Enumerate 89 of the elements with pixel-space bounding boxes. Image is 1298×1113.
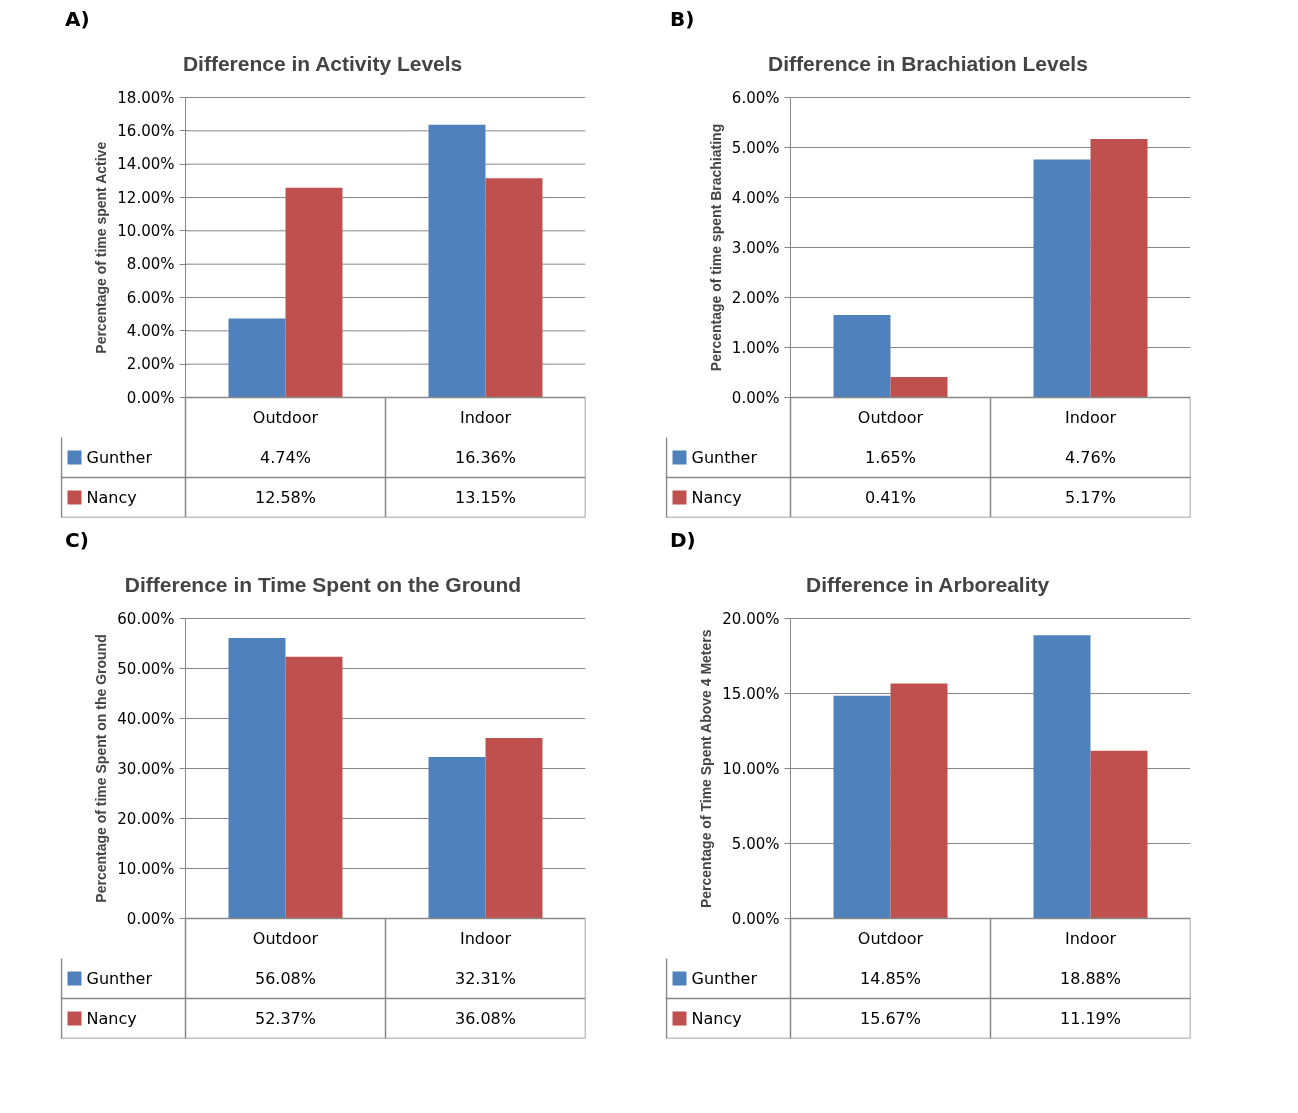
text: 4.74%: [260, 448, 311, 467]
text: 36.08%: [455, 1009, 517, 1028]
bar: [1033, 159, 1091, 398]
x-tick-label: Outdoor: [857, 929, 924, 948]
text: 52.37%: [255, 1009, 317, 1028]
text: B): [670, 6, 695, 33]
y-tick-label: 4.00%: [126, 321, 175, 340]
y-tick-label: 50.00%: [117, 659, 175, 678]
y-tick-label: 4.00%: [731, 188, 780, 207]
y-tick-label: 2.00%: [126, 355, 175, 374]
y-tick-label: 6.00%: [731, 88, 780, 107]
y-tick-label: 5.00%: [731, 834, 780, 853]
y-tick-label: 15.00%: [722, 684, 780, 703]
chart-title: Difference in Arboreality: [806, 572, 1050, 596]
y-tick-label: 30.00%: [117, 759, 175, 778]
x-tick-label: Outdoor: [252, 929, 319, 948]
chart-title: Difference in Activity Levels: [182, 51, 463, 75]
legend-label: Nancy: [86, 488, 137, 507]
x-tick-label: Outdoor: [252, 408, 319, 427]
bar: [228, 638, 286, 919]
bar: [485, 178, 543, 398]
y-tick-label: 6.00%: [126, 288, 175, 307]
legend-label: Gunther: [86, 969, 153, 988]
y-tick-label: 3.00%: [731, 238, 780, 257]
legend-label: Nancy: [691, 1009, 742, 1028]
y-tick-label: 12.00%: [117, 188, 175, 207]
text: 16.36%: [455, 448, 517, 467]
bar: [228, 318, 286, 398]
y-tick-label: 2.00%: [731, 288, 780, 307]
x-tick-label: Indoor: [1064, 929, 1117, 948]
y-axis-title: Percentage of time spent Brachiating: [707, 123, 724, 372]
y-axis-title: Percentage of time Spent on the Ground: [93, 634, 110, 903]
text: 56.08%: [255, 969, 317, 988]
text: 32.31%: [455, 969, 517, 988]
y-tick-label: 18.00%: [117, 88, 175, 107]
x-tick-label: Indoor: [459, 929, 512, 948]
text: 11.19%: [1060, 1009, 1122, 1028]
bar: [890, 377, 948, 398]
bar: [285, 656, 343, 919]
chart-title: Difference in Brachiation Levels: [768, 51, 1088, 75]
text: 0.41%: [865, 488, 916, 507]
bar: [285, 187, 343, 398]
text: 4.76%: [1065, 448, 1116, 467]
legend-label: Nancy: [86, 1009, 137, 1028]
bar: [1090, 139, 1148, 398]
bar: [428, 756, 486, 919]
y-tick-label: 14.00%: [117, 155, 175, 174]
y-tick-label: 10.00%: [117, 221, 175, 240]
text: 12.58%: [255, 488, 317, 507]
y-tick-label: 0.00%: [731, 909, 780, 928]
bar: [485, 738, 543, 919]
y-axis-title: Percentage of Time Spent Above 4 Meters: [698, 629, 715, 909]
y-tick-label: 10.00%: [117, 859, 175, 878]
text: A): [65, 6, 90, 33]
bar: [1090, 750, 1148, 919]
chart-title: Difference in Time Spent on the Ground: [124, 572, 522, 596]
x-tick-label: Indoor: [459, 408, 512, 427]
bar: [1033, 635, 1091, 919]
text: 14.85%: [860, 969, 922, 988]
x-tick-label: Outdoor: [857, 408, 924, 427]
x-tick-label: Indoor: [1064, 408, 1117, 427]
y-tick-label: 60.00%: [117, 609, 175, 628]
bar: [890, 683, 948, 919]
text: C): [65, 527, 89, 554]
y-tick-label: 0.00%: [731, 388, 780, 407]
y-tick-label: 20.00%: [117, 809, 175, 828]
text: 1.65%: [865, 448, 916, 467]
bar: [833, 695, 891, 919]
y-tick-label: 0.00%: [126, 388, 175, 407]
y-tick-label: 20.00%: [722, 609, 780, 628]
legend-label: Gunther: [86, 448, 153, 467]
text: 18.88%: [1060, 969, 1122, 988]
bar: [428, 124, 486, 398]
text: 13.15%: [455, 488, 517, 507]
legend-label: Nancy: [691, 488, 742, 507]
y-tick-label: 40.00%: [117, 709, 175, 728]
y-tick-label: 16.00%: [117, 121, 175, 140]
text: 15.67%: [860, 1009, 922, 1028]
y-tick-label: 8.00%: [126, 255, 175, 274]
y-tick-label: 1.00%: [731, 338, 780, 357]
y-axis-title: Percentage of time spent Active: [93, 141, 110, 354]
y-tick-label: 0.00%: [126, 909, 175, 928]
bar: [833, 315, 891, 398]
legend-label: Gunther: [691, 969, 758, 988]
y-tick-label: 5.00%: [731, 138, 780, 157]
y-tick-label: 10.00%: [722, 759, 780, 778]
text: 5.17%: [1065, 488, 1116, 507]
text: D): [670, 527, 696, 554]
legend-label: Gunther: [691, 448, 758, 467]
